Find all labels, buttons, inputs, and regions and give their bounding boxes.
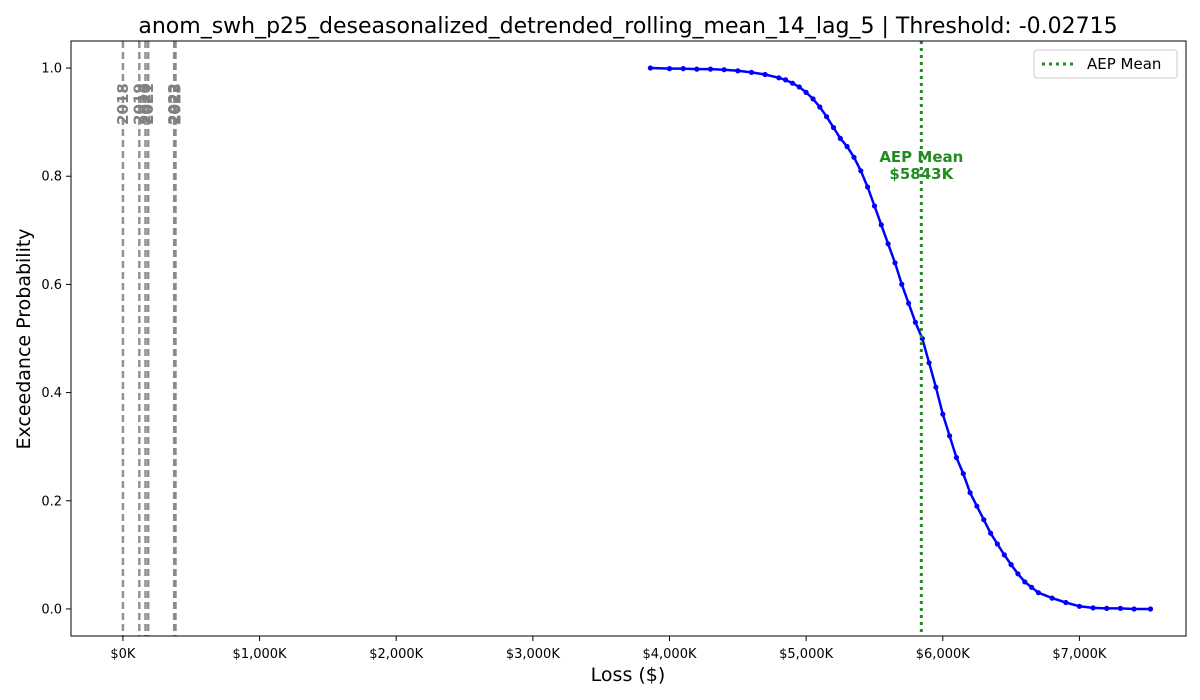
data-point	[1001, 552, 1007, 558]
data-point	[967, 490, 973, 496]
data-point	[721, 67, 727, 73]
year-label: 2022	[165, 83, 183, 125]
data-point	[885, 241, 891, 247]
year-label: 2018	[114, 83, 132, 125]
data-point	[988, 530, 994, 536]
year-label: 2019	[130, 83, 148, 125]
data-point	[981, 517, 987, 523]
data-point	[803, 89, 809, 95]
data-point	[851, 154, 857, 160]
x-tick-label: $6,000K	[916, 647, 970, 662]
legend-box	[1033, 49, 1178, 79]
axis-ticks: $0K $1,000K $2,000K $3,000K $4,000K $5,000K $6…	[41, 62, 1107, 662]
data-point	[824, 114, 830, 120]
data-point	[830, 124, 837, 131]
year-label: 2020	[136, 83, 154, 125]
data-point	[694, 66, 700, 72]
data-point	[926, 360, 932, 366]
data-point	[844, 143, 850, 150]
data-point	[748, 69, 755, 75]
y-tick-label: 0.6	[41, 278, 62, 293]
data-point	[1117, 605, 1123, 612]
data-point	[707, 66, 714, 72]
data-point	[892, 260, 898, 266]
aep-mean-label: AEP Mean	[879, 148, 963, 166]
data-point	[1029, 584, 1035, 590]
data-point	[878, 222, 884, 228]
data-point	[1015, 571, 1021, 577]
data-point	[940, 411, 946, 417]
x-axis-label: Loss ($)	[591, 664, 666, 686]
data-point	[1008, 562, 1014, 568]
data-point	[1076, 603, 1082, 609]
y-tick-label: 0.2	[41, 494, 62, 509]
x-tick-label: $3,000K	[506, 647, 560, 662]
data-point	[1104, 605, 1110, 612]
y-tick-label: 0.8	[41, 170, 62, 185]
data-point	[810, 96, 816, 102]
data-point	[1035, 590, 1041, 596]
data-point	[837, 135, 843, 141]
data-point	[960, 471, 966, 477]
year-label: 2023	[167, 83, 185, 125]
data-point	[1131, 606, 1137, 612]
data-point	[789, 80, 796, 86]
aep-mean-value: $5843K	[889, 165, 954, 183]
y-tick-label: 0.4	[41, 386, 62, 401]
data-point	[858, 168, 864, 174]
y-tick-label: 1.0	[41, 62, 62, 77]
data-point	[865, 184, 871, 190]
legend-label-aep-mean: AEP Mean	[1087, 55, 1161, 73]
y-axis-label: Exceedance Probability	[13, 228, 35, 449]
x-tick-label: $4,000K	[642, 647, 696, 662]
data-point	[647, 65, 654, 71]
data-point	[1022, 579, 1028, 585]
data-point	[906, 300, 912, 306]
data-point	[817, 104, 823, 110]
data-point	[994, 541, 1001, 547]
data-point	[666, 66, 673, 72]
plot-frame	[70, 40, 1187, 637]
x-tick-label: $7,000K	[1052, 647, 1106, 662]
year-label: 2021	[139, 83, 157, 125]
data-point	[953, 454, 960, 461]
y-tick-label: 0.0	[41, 602, 62, 617]
data-point	[1063, 599, 1069, 606]
data-point	[1147, 606, 1154, 612]
data-point	[796, 84, 802, 90]
x-tick-label: $5,000K	[779, 647, 833, 662]
data-point	[899, 281, 905, 287]
x-tick-label: $2,000K	[369, 647, 423, 662]
data-point	[947, 433, 953, 439]
data-point	[912, 319, 919, 325]
data-point	[762, 71, 768, 78]
data-point	[1049, 595, 1055, 601]
data-point	[933, 384, 939, 390]
legend: AEP Mean	[1033, 49, 1178, 79]
x-tick-label: $0K	[110, 647, 136, 662]
data-point	[783, 77, 789, 83]
data-point	[1090, 605, 1096, 611]
data-point	[974, 503, 980, 509]
data-point	[871, 203, 878, 209]
data-point	[680, 66, 686, 72]
data-point	[776, 75, 782, 81]
data-point	[735, 68, 741, 74]
x-tick-label: $1,000K	[233, 647, 287, 662]
chart-title: anom_swh_p25_deseasonalized_detrended_ro…	[138, 14, 1117, 39]
